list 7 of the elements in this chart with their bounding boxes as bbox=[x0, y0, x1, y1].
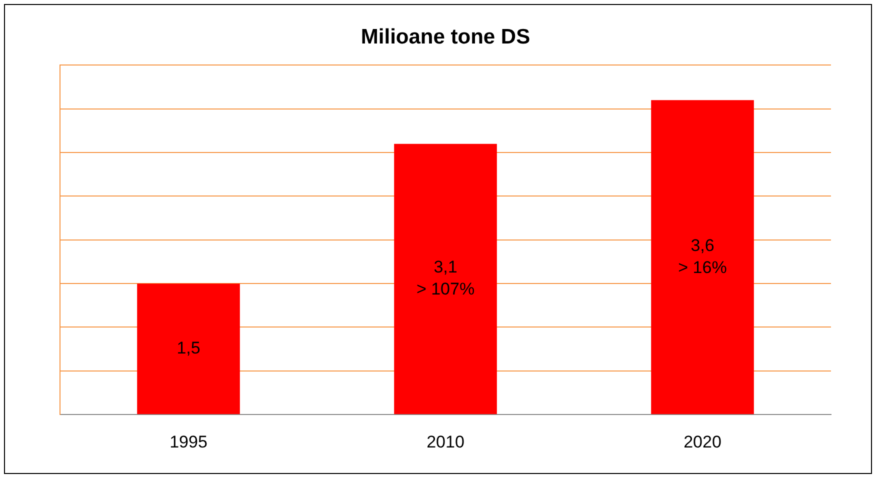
data-label: 1,5 bbox=[176, 338, 200, 358]
x-tick-label: 2020 bbox=[684, 432, 722, 452]
chart-title: Milioane tone DS bbox=[360, 25, 530, 48]
x-tick-label: 2010 bbox=[426, 432, 464, 452]
x-tick-label: 1995 bbox=[170, 432, 208, 452]
data-label: 3,1 > 107% bbox=[416, 258, 475, 299]
data-label: 3,6 > 16% bbox=[678, 236, 727, 277]
